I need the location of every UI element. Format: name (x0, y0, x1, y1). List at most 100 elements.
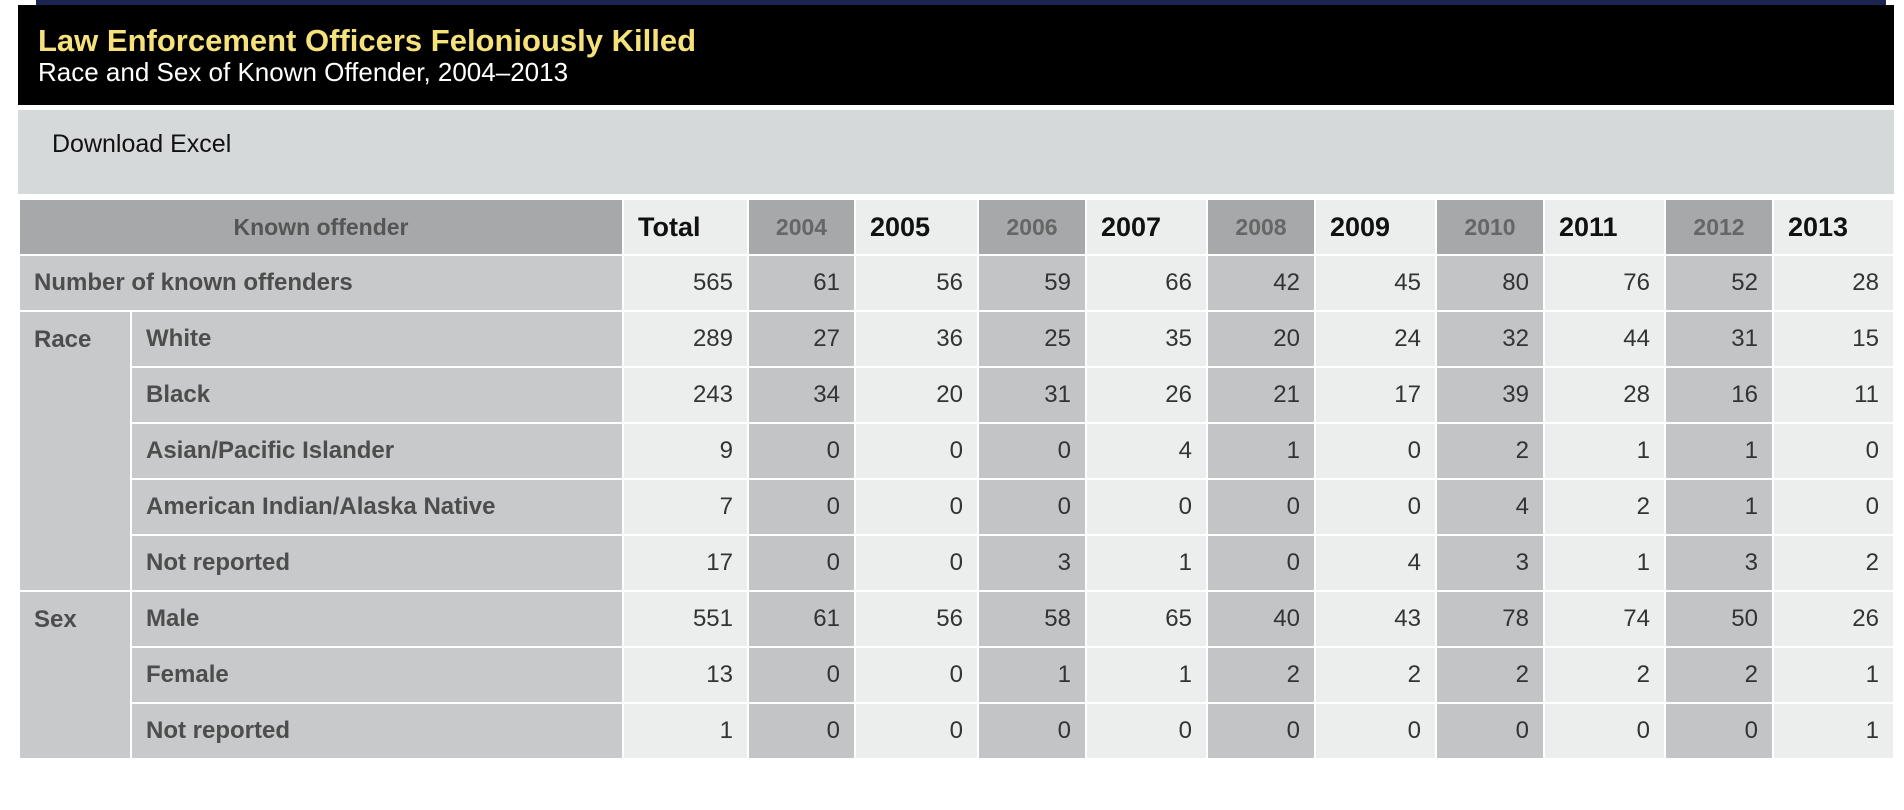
cell-value: 25 (977, 310, 1087, 368)
cell-value: 59 (977, 254, 1087, 312)
download-link[interactable]: Download Excel (52, 130, 232, 158)
data-row: Asian/Pacific Islander 9 0 0 0 4 1 0 2 1 1 0 (19, 422, 1895, 480)
cell-value: 0 (747, 646, 856, 704)
data-row: Not reported 1 0 0 0 0 0 0 0 0 0 1 (19, 702, 1895, 760)
data-row: Number of known offenders 565 61 56 59 66 42 45… (18, 254, 1895, 312)
cell-value: 1 (1206, 422, 1316, 480)
data-row: Not reported 17 0 0 3 1 0 4 3 1 3 2 (19, 534, 1895, 592)
cell-value: 65 (1085, 590, 1208, 648)
group-label: Race (18, 310, 132, 592)
column-header: 2004 (747, 198, 856, 256)
cell-value: 4 (1314, 534, 1437, 592)
cell-value: 0 (1772, 478, 1895, 536)
cell-value: 1 (622, 702, 749, 760)
cell-value: 0 (977, 422, 1087, 480)
column-header: 2007 (1085, 198, 1208, 256)
cell-value: 1 (1772, 702, 1895, 760)
cell-value: 27 (747, 310, 856, 368)
cell-value: 78 (1435, 590, 1545, 648)
cell-value: 4 (1435, 478, 1545, 536)
cell-value: 21 (1206, 366, 1316, 424)
cell-value: 44 (1543, 310, 1666, 368)
cell-value: 31 (977, 366, 1087, 424)
toolbar: Download Excel (18, 110, 1894, 194)
cell-value: 16 (1664, 366, 1774, 424)
data-row: Race White 289 27 36 25 35 20 24 32 44 31 15 (18, 310, 1895, 592)
cell-value: 1 (1085, 646, 1208, 704)
cell-value: 50 (1664, 590, 1774, 648)
cell-value: 0 (854, 534, 979, 592)
cell-value: 0 (1543, 702, 1666, 760)
column-header: 2009 (1314, 198, 1437, 256)
cell-value: 35 (1085, 310, 1208, 368)
data-table: Known offender Total 2004 2005 2006 2007 2008 2… (18, 198, 1895, 760)
cell-value: 17 (1314, 366, 1437, 424)
cell-value: 0 (854, 478, 979, 536)
title: Law Enforcement Officers Feloniously Kil… (38, 23, 697, 58)
cell-value: 3 (1435, 534, 1545, 592)
header-row: Known offender Total 2004 2005 2006 2007 2008 2… (18, 198, 1895, 256)
cell-value: 1 (1772, 646, 1895, 704)
cell-value: 2 (1543, 478, 1666, 536)
cell-value: 7 (622, 478, 749, 536)
data-row: Female 13 0 0 1 1 2 2 2 2 2 1 (19, 646, 1895, 704)
column-header: 2010 (1435, 198, 1545, 256)
cell-value: 2 (1772, 534, 1895, 592)
cell-value: 0 (1314, 702, 1437, 760)
cell-value: 28 (1543, 366, 1666, 424)
cell-value: 2 (1435, 646, 1545, 704)
cell-value: 2 (1314, 646, 1437, 704)
cell-value: 43 (1314, 590, 1437, 648)
cell-value: 0 (1206, 702, 1316, 760)
cell-value: 2 (1664, 646, 1774, 704)
column-header: 2013 (1772, 198, 1895, 256)
cell-value: 243 (622, 366, 749, 424)
cell-value: 61 (747, 254, 856, 312)
cell-value: 0 (747, 702, 856, 760)
cell-value: 66 (1085, 254, 1208, 312)
row-label: Asian/Pacific Islander (130, 422, 624, 480)
column-header: Known offender (18, 198, 624, 256)
column-header: 2006 (977, 198, 1087, 256)
cell-value: 0 (977, 478, 1087, 536)
cell-value: 80 (1435, 254, 1545, 312)
cell-value: 0 (854, 422, 979, 480)
cell-value: 39 (1435, 366, 1545, 424)
cell-value: 565 (622, 254, 749, 312)
cell-value: 1 (1543, 534, 1666, 592)
cell-value: 56 (854, 590, 979, 648)
cell-value: 0 (1206, 534, 1316, 592)
cell-value: 0 (854, 646, 979, 704)
cell-value: 11 (1772, 366, 1895, 424)
data-row: Sex Male 551 61 56 58 65 40 43 78 74 50 26 (18, 590, 1895, 760)
top-line (36, 0, 1886, 5)
cell-value: 28 (1772, 254, 1895, 312)
row-label: Female (130, 646, 624, 704)
header: Law Enforcement Officers Feloniously Kil… (18, 5, 1894, 105)
cell-value: 45 (1314, 254, 1437, 312)
cell-value: 0 (1435, 702, 1545, 760)
column-header: 2005 (854, 198, 979, 256)
cell-value: 36 (854, 310, 979, 368)
cell-value: 20 (1206, 310, 1316, 368)
cell-value: 3 (977, 534, 1087, 592)
cell-value: 1 (977, 646, 1087, 704)
cell-value: 31 (1664, 310, 1774, 368)
column-header: Total (622, 198, 749, 256)
cell-value: 26 (1772, 590, 1895, 648)
cell-value: 0 (747, 534, 856, 592)
subtitle: Race and Sex of Known Offender, 2004–201… (38, 57, 569, 87)
cell-value: 34 (747, 366, 856, 424)
row-label: American Indian/Alaska Native (130, 478, 624, 536)
cell-value: 3 (1664, 534, 1774, 592)
cell-value: 2 (1435, 422, 1545, 480)
cell-value: 42 (1206, 254, 1316, 312)
cell-value: 1 (1664, 422, 1774, 480)
row-label: Black (130, 366, 624, 424)
cell-value: 0 (1314, 478, 1437, 536)
cell-value: 0 (1085, 478, 1208, 536)
cell-value: 0 (1206, 478, 1316, 536)
cell-value: 0 (1772, 422, 1895, 480)
cell-value: 15 (1772, 310, 1895, 368)
cell-value: 289 (622, 310, 749, 368)
